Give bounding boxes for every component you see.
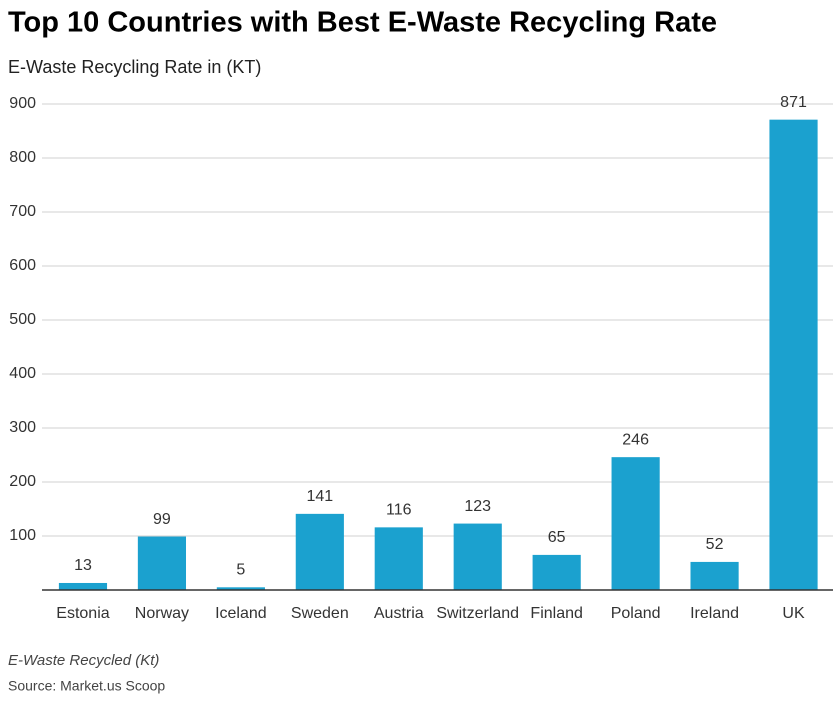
x-tick-label: Sweden xyxy=(291,605,349,622)
data-label: 99 xyxy=(153,511,171,528)
data-label: 123 xyxy=(464,498,491,515)
y-tick-label: 700 xyxy=(9,203,36,220)
x-tick-label: Finland xyxy=(530,605,582,622)
y-tick-label: 500 xyxy=(9,311,36,328)
bar xyxy=(532,554,581,590)
y-tick-label: 300 xyxy=(9,419,36,436)
data-label: 52 xyxy=(706,536,724,553)
data-label: 246 xyxy=(622,431,649,448)
x-axis-label: E-Waste Recycled (Kt) xyxy=(8,652,159,669)
bar xyxy=(769,119,818,590)
bar xyxy=(690,561,739,590)
x-tick-label: Poland xyxy=(611,605,661,622)
bar xyxy=(374,527,423,590)
bar xyxy=(295,513,344,590)
bar xyxy=(453,523,502,590)
x-tick-label: Norway xyxy=(135,605,189,622)
x-tick-label: Ireland xyxy=(690,605,739,622)
source: Source: Market.us Scoop xyxy=(8,678,165,694)
data-label: 13 xyxy=(74,557,92,574)
x-tick-label: Switzerland xyxy=(436,605,519,622)
bar xyxy=(611,457,660,590)
data-label: 116 xyxy=(386,502,412,519)
x-tick-label: UK xyxy=(782,605,805,622)
x-tick-label: Estonia xyxy=(56,605,109,622)
y-tick-label: 100 xyxy=(9,527,36,544)
bar xyxy=(216,587,265,590)
y-tick-label: 800 xyxy=(9,149,36,166)
x-tick-label: Austria xyxy=(374,605,424,622)
chart-subtitle: E-Waste Recycling Rate in (KT) xyxy=(8,57,261,77)
data-label: 871 xyxy=(780,94,807,111)
data-label: 65 xyxy=(548,529,566,546)
bar xyxy=(58,582,108,590)
data-label: 141 xyxy=(306,488,333,505)
bar xyxy=(137,536,187,590)
chart-title: Top 10 Countries with Best E-Waste Recyc… xyxy=(8,7,717,39)
y-tick-label: 400 xyxy=(9,365,36,382)
y-tick-label: 600 xyxy=(9,257,36,274)
y-tick-label: 200 xyxy=(9,473,36,490)
data-label: 5 xyxy=(236,562,245,579)
x-tick-label: Iceland xyxy=(215,605,267,622)
y-tick-label: 900 xyxy=(9,95,36,112)
